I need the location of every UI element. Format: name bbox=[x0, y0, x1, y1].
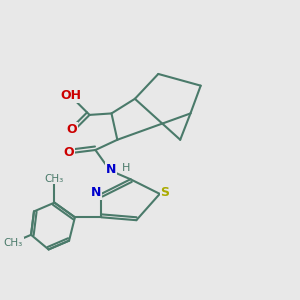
Text: N: N bbox=[106, 163, 116, 176]
Text: O: O bbox=[67, 123, 77, 136]
Text: CH₃: CH₃ bbox=[45, 174, 64, 184]
Text: OH: OH bbox=[60, 89, 81, 102]
Text: O: O bbox=[64, 146, 74, 159]
Text: CH₃: CH₃ bbox=[4, 238, 23, 248]
Text: N: N bbox=[91, 187, 101, 200]
Text: H: H bbox=[122, 163, 130, 173]
Text: S: S bbox=[160, 187, 169, 200]
